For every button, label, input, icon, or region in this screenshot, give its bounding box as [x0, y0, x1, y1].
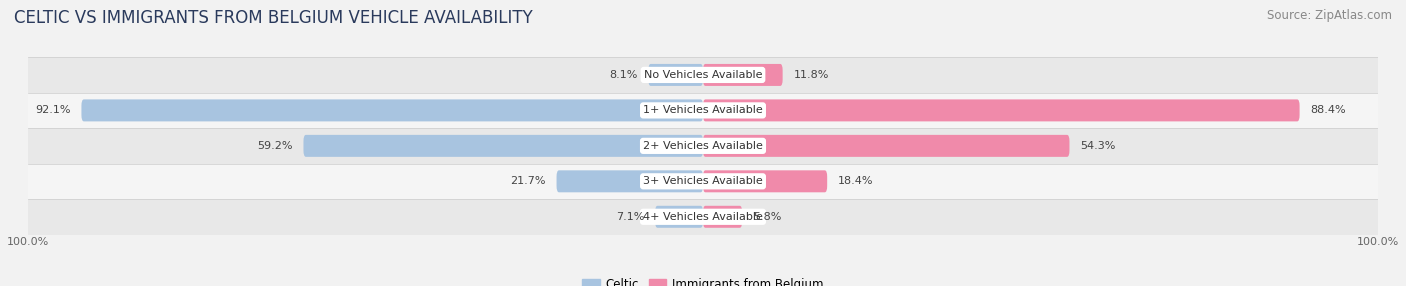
- Bar: [28, 164, 1378, 199]
- Text: 2+ Vehicles Available: 2+ Vehicles Available: [643, 141, 763, 151]
- FancyBboxPatch shape: [82, 100, 703, 121]
- FancyBboxPatch shape: [703, 100, 1299, 121]
- Text: 88.4%: 88.4%: [1310, 106, 1346, 115]
- FancyBboxPatch shape: [703, 170, 827, 192]
- Text: 3+ Vehicles Available: 3+ Vehicles Available: [643, 176, 763, 186]
- FancyBboxPatch shape: [703, 64, 783, 86]
- Text: 11.8%: 11.8%: [793, 70, 828, 80]
- Text: 4+ Vehicles Available: 4+ Vehicles Available: [643, 212, 763, 222]
- Bar: [28, 57, 1378, 93]
- Text: 18.4%: 18.4%: [838, 176, 873, 186]
- FancyBboxPatch shape: [655, 206, 703, 228]
- FancyBboxPatch shape: [304, 135, 703, 157]
- Bar: [28, 199, 1378, 235]
- Text: 7.1%: 7.1%: [616, 212, 644, 222]
- Text: 5.8%: 5.8%: [754, 212, 782, 222]
- FancyBboxPatch shape: [557, 170, 703, 192]
- Text: 21.7%: 21.7%: [510, 176, 546, 186]
- Text: 92.1%: 92.1%: [35, 106, 70, 115]
- Bar: [28, 128, 1378, 164]
- Text: 54.3%: 54.3%: [1080, 141, 1115, 151]
- FancyBboxPatch shape: [648, 64, 703, 86]
- Text: 8.1%: 8.1%: [609, 70, 637, 80]
- Text: CELTIC VS IMMIGRANTS FROM BELGIUM VEHICLE AVAILABILITY: CELTIC VS IMMIGRANTS FROM BELGIUM VEHICL…: [14, 9, 533, 27]
- FancyBboxPatch shape: [703, 135, 1070, 157]
- Bar: [28, 93, 1378, 128]
- Text: 59.2%: 59.2%: [257, 141, 292, 151]
- Text: 1+ Vehicles Available: 1+ Vehicles Available: [643, 106, 763, 115]
- FancyBboxPatch shape: [703, 206, 742, 228]
- Legend: Celtic, Immigrants from Belgium: Celtic, Immigrants from Belgium: [578, 273, 828, 286]
- Text: Source: ZipAtlas.com: Source: ZipAtlas.com: [1267, 9, 1392, 21]
- Text: No Vehicles Available: No Vehicles Available: [644, 70, 762, 80]
